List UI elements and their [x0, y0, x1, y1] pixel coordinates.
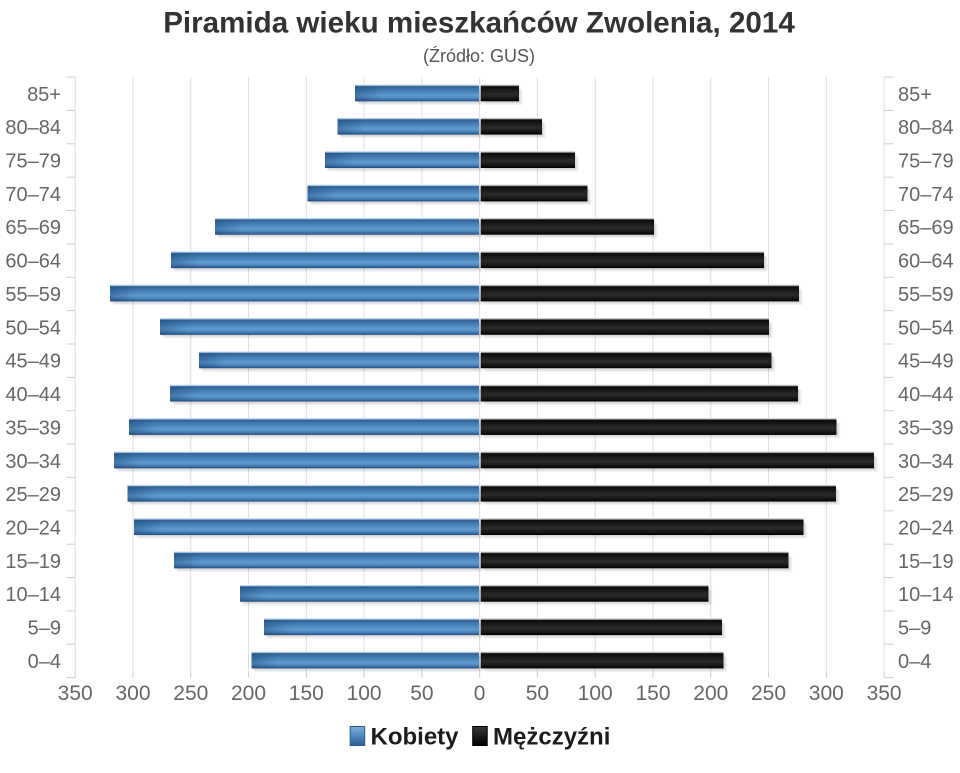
svg-text:10–14: 10–14 — [898, 584, 954, 606]
svg-text:0–4: 0–4 — [898, 651, 931, 673]
svg-text:150: 150 — [635, 682, 670, 705]
svg-text:300: 300 — [115, 682, 150, 705]
svg-text:Piramida wieku mieszkańców Zwo: Piramida wieku mieszkańców Zwolenia, 201… — [163, 7, 795, 40]
svg-text:60–64: 60–64 — [898, 251, 954, 273]
svg-text:(Źródło: GUS): (Źródło: GUS) — [423, 46, 535, 66]
svg-text:5–9: 5–9 — [898, 618, 931, 640]
svg-text:5–9: 5–9 — [28, 618, 61, 640]
svg-text:75–79: 75–79 — [898, 151, 954, 173]
svg-text:50: 50 — [526, 682, 549, 705]
svg-text:25–29: 25–29 — [5, 484, 61, 506]
svg-text:50–54: 50–54 — [898, 317, 954, 339]
svg-text:350: 350 — [867, 682, 902, 705]
svg-text:30–34: 30–34 — [5, 451, 61, 473]
svg-text:65–69: 65–69 — [898, 217, 954, 239]
svg-text:20–24: 20–24 — [898, 518, 954, 540]
svg-text:0: 0 — [474, 682, 486, 705]
svg-text:20–24: 20–24 — [5, 518, 61, 540]
svg-text:30–34: 30–34 — [898, 451, 954, 473]
svg-text:10–14: 10–14 — [5, 584, 61, 606]
svg-text:200: 200 — [231, 682, 266, 705]
svg-text:300: 300 — [809, 682, 844, 705]
svg-text:85+: 85+ — [27, 84, 61, 106]
svg-text:15–19: 15–19 — [898, 551, 954, 573]
svg-text:55–59: 55–59 — [5, 284, 61, 306]
svg-text:35–39: 35–39 — [898, 417, 954, 439]
svg-text:65–69: 65–69 — [5, 217, 61, 239]
svg-text:Mężczyźni: Mężczyźni — [493, 724, 610, 751]
svg-text:250: 250 — [173, 682, 208, 705]
svg-text:80–84: 80–84 — [5, 117, 61, 139]
svg-text:75–79: 75–79 — [5, 151, 61, 173]
svg-text:350: 350 — [58, 682, 93, 705]
svg-text:45–49: 45–49 — [5, 351, 61, 373]
svg-text:35–39: 35–39 — [5, 417, 61, 439]
svg-text:70–74: 70–74 — [5, 184, 61, 206]
svg-text:25–29: 25–29 — [898, 484, 954, 506]
svg-text:45–49: 45–49 — [898, 351, 954, 373]
svg-text:60–64: 60–64 — [5, 251, 61, 273]
svg-text:55–59: 55–59 — [898, 284, 954, 306]
svg-text:80–84: 80–84 — [898, 117, 954, 139]
svg-text:85+: 85+ — [898, 84, 932, 106]
svg-text:40–44: 40–44 — [5, 384, 61, 406]
svg-text:150: 150 — [289, 682, 324, 705]
svg-text:50: 50 — [410, 682, 433, 705]
svg-text:40–44: 40–44 — [898, 384, 954, 406]
svg-text:100: 100 — [347, 682, 382, 705]
svg-text:70–74: 70–74 — [898, 184, 954, 206]
svg-text:Kobiety: Kobiety — [371, 724, 460, 751]
svg-text:50–54: 50–54 — [5, 317, 61, 339]
svg-text:0–4: 0–4 — [28, 651, 61, 673]
svg-text:200: 200 — [693, 682, 728, 705]
svg-text:250: 250 — [751, 682, 786, 705]
svg-text:100: 100 — [578, 682, 613, 705]
svg-text:15–19: 15–19 — [5, 551, 61, 573]
